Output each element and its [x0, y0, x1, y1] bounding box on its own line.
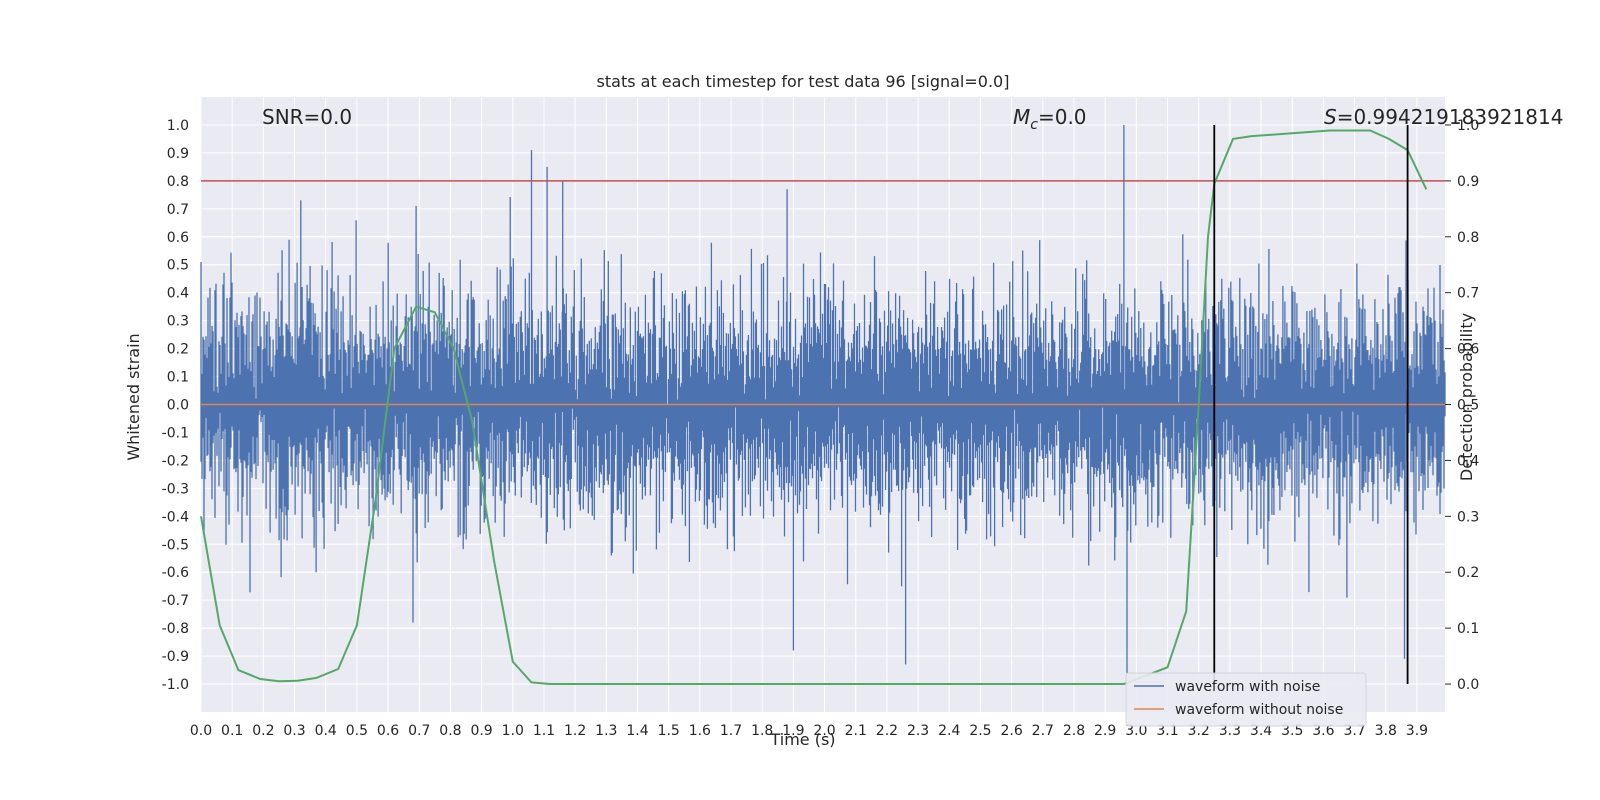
x-tick-label: 2.3	[907, 723, 929, 739]
y-tick-label: 0.6	[167, 230, 189, 246]
y-tick-label: 0.4	[167, 286, 189, 302]
y-tick-label: -0.6	[162, 565, 189, 581]
x-tick-label: 2.2	[876, 723, 898, 739]
x-tick-label: 1.9	[782, 723, 804, 739]
x-tick-label: 3.2	[1188, 723, 1210, 739]
x-tick-label: 3.5	[1281, 723, 1303, 739]
y-axis-label: Whitened strain	[124, 333, 143, 460]
x-tick-label: 0.6	[377, 723, 399, 739]
x-tick-label: 1.3	[595, 723, 617, 739]
x-tick-label: 2.4	[938, 723, 960, 739]
x-tick-label: 3.4	[1250, 723, 1272, 739]
x-tick-label: 2.8	[1063, 723, 1085, 739]
y2-axis-label: Detection probability	[1457, 313, 1476, 481]
detection-probability-line	[200, 129, 1428, 685]
x-tick-label: 0.7	[408, 723, 430, 739]
y2-tick-label: 0.5	[1457, 398, 1479, 414]
y2-tick-label: 0.8	[1457, 230, 1479, 246]
x-tick-label: 1.0	[502, 723, 524, 739]
y-tick-label: 0.1	[167, 370, 189, 386]
y-tick-label: 1.0	[167, 118, 189, 134]
y2-tick-label: 0.0	[1457, 677, 1479, 693]
x-axis-label: Time (s)	[769, 730, 835, 749]
x-tick-label: 1.8	[751, 723, 773, 739]
y-tick-label: -0.1	[162, 425, 189, 441]
y-tick-label: -0.5	[162, 537, 189, 553]
x-tick-label: 3.9	[1406, 723, 1428, 739]
x-tick-label: 1.4	[626, 723, 648, 739]
x-tick-label: 2.7	[1032, 723, 1054, 739]
series-lines	[200, 124, 1445, 685]
y-tick-label: 0.8	[167, 174, 189, 190]
snr-annotation: SNR=0.0	[262, 105, 352, 129]
x-tick-label: 0.0	[190, 723, 212, 739]
x-tick-label: 2.6	[1000, 723, 1022, 739]
y-tick-label: 0.2	[167, 342, 189, 358]
y-tick-label: 0.0	[167, 398, 189, 414]
y-tick-label: 0.7	[167, 202, 189, 218]
s-symbol: S	[1324, 105, 1337, 129]
y2-tick-label: 1.0	[1457, 118, 1479, 134]
x-tick-label: 0.9	[470, 723, 492, 739]
score-annotation: S=0.994219183921814	[1324, 105, 1563, 129]
y-tick-label: -0.2	[162, 453, 189, 469]
x-tick-label: 3.1	[1156, 723, 1178, 739]
x-tick-label: 1.2	[564, 723, 586, 739]
legend-box	[1125, 672, 1367, 727]
x-tick-label: 3.0	[1125, 723, 1147, 739]
y-tick-label: -1.0	[162, 677, 189, 693]
x-tick-label: 0.2	[252, 723, 274, 739]
x-tick-label: 1.1	[533, 723, 555, 739]
x-axis-ticks: 0.0 0.1 0.2 0.3 0.4 0.5 0.6 0.7 0.8 0.9 1.0 1.1 1.2 1…	[190, 723, 1428, 739]
y-tick-label: -0.9	[162, 649, 189, 665]
s-value: =0.994219183921814	[1337, 105, 1564, 129]
x-tick-label: 2.0	[813, 723, 835, 739]
x-tick-label: 3.7	[1343, 723, 1365, 739]
y2-axis-ticks: 0.0 0.1 0.2 0.3 0.4 0.5 0.6 0.7 0.8 0.9 1.0	[1445, 118, 1479, 693]
x-tick-label: 0.8	[439, 723, 461, 739]
y-axis-ticks: 1.0 0.9 0.8 0.7 0.6 0.5 0.4 0.3 0.2 0.1 0.0 -0.1 -0.…	[162, 118, 189, 693]
y-tick-label: 0.3	[167, 314, 189, 330]
y-tick-label: -0.3	[162, 481, 189, 497]
chirp-mass-annotation: Mc=0.0	[1013, 105, 1087, 133]
y2-tick-label: 0.1	[1457, 621, 1479, 637]
y-tick-label: 0.9	[167, 146, 189, 162]
y-tick-label: 0.5	[167, 258, 189, 274]
y-tick-label: -0.4	[162, 509, 189, 525]
x-tick-label: 3.8	[1375, 723, 1397, 739]
x-tick-label: 0.3	[283, 723, 305, 739]
y2-tick-label: 0.7	[1457, 286, 1479, 302]
x-tick-label: 2.5	[969, 723, 991, 739]
chart-title: stats at each timestep for test data 96 …	[597, 72, 1010, 91]
x-tick-label: 0.1	[221, 723, 243, 739]
x-tick-label: 2.9	[1094, 723, 1116, 739]
y2-tick-label: 0.2	[1457, 565, 1479, 581]
x-tick-label: 0.4	[315, 723, 337, 739]
x-tick-label: 0.5	[346, 723, 368, 739]
y-tick-label: -0.8	[162, 621, 189, 637]
y2-tick-label: 0.3	[1457, 509, 1479, 525]
x-tick-label: 1.5	[658, 723, 680, 739]
x-tick-label: 3.6	[1312, 723, 1334, 739]
x-tick-label: 2.1	[845, 723, 867, 739]
legend-label-noise: waveform with noise	[1175, 679, 1320, 695]
y2-tick-label: 0.6	[1457, 342, 1479, 358]
mc-subscript: c	[1030, 117, 1038, 133]
x-tick-label: 1.6	[689, 723, 711, 739]
x-tick-label: 3.3	[1219, 723, 1241, 739]
legend-label-clean: waveform without noise	[1175, 702, 1343, 718]
y2-tick-label: 0.4	[1457, 453, 1479, 469]
y-tick-label: -0.7	[162, 593, 189, 609]
y2-tick-label: 0.9	[1457, 174, 1479, 190]
x-tick-label: 1.7	[720, 723, 742, 739]
mc-symbol: M	[1013, 105, 1030, 129]
legend: waveform with noise waveform without noi…	[1125, 672, 1367, 727]
mc-value: =0.0	[1038, 105, 1087, 129]
